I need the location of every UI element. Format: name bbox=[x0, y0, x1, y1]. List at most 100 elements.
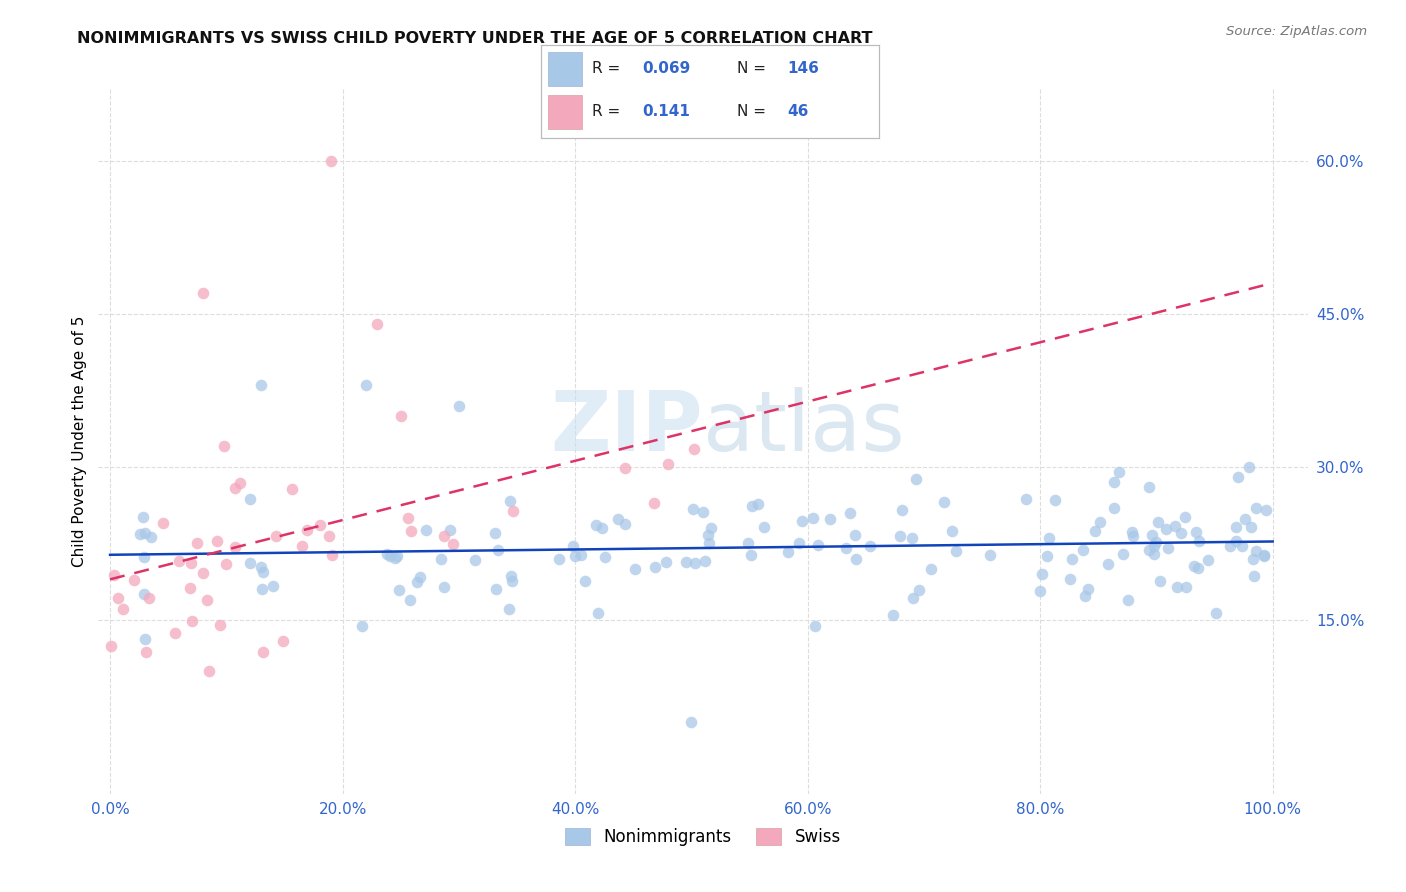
Point bbox=[387, 549, 409, 563]
Point bbox=[907, 583, 929, 598]
Point bbox=[398, 592, 420, 607]
Point bbox=[941, 524, 963, 539]
Point bbox=[613, 460, 636, 475]
Point bbox=[835, 541, 858, 556]
Point bbox=[250, 560, 273, 574]
Point bbox=[740, 548, 762, 562]
Point bbox=[501, 569, 523, 583]
Point bbox=[586, 607, 609, 621]
Point bbox=[889, 529, 911, 543]
Point bbox=[1143, 547, 1166, 561]
Point bbox=[1088, 515, 1111, 529]
Point bbox=[498, 602, 520, 616]
Point bbox=[657, 457, 679, 471]
Point bbox=[430, 552, 453, 566]
Point bbox=[747, 497, 769, 511]
Point bbox=[1256, 503, 1278, 517]
Point bbox=[547, 552, 569, 566]
Bar bbox=[548, 52, 582, 86]
Point bbox=[920, 562, 942, 576]
Point bbox=[141, 530, 163, 544]
Point bbox=[585, 517, 607, 532]
Point bbox=[644, 559, 666, 574]
Point bbox=[1149, 574, 1171, 589]
Text: 146: 146 bbox=[787, 61, 820, 76]
Point bbox=[654, 555, 676, 569]
Point bbox=[1170, 525, 1192, 540]
Point bbox=[1071, 543, 1094, 558]
Point bbox=[439, 524, 461, 538]
Point bbox=[132, 509, 155, 524]
Point bbox=[595, 549, 617, 564]
Point bbox=[186, 536, 208, 550]
Point bbox=[901, 591, 924, 605]
Point bbox=[1029, 583, 1052, 598]
Bar bbox=[548, 95, 582, 129]
Point bbox=[350, 619, 373, 633]
Point bbox=[945, 544, 967, 558]
Point bbox=[297, 523, 319, 537]
Point bbox=[1173, 510, 1195, 524]
Point bbox=[683, 557, 706, 571]
Point bbox=[1240, 520, 1263, 534]
Point bbox=[167, 554, 190, 568]
Point bbox=[882, 608, 904, 623]
Point bbox=[1244, 544, 1267, 558]
Point bbox=[1233, 512, 1256, 526]
Point bbox=[1225, 534, 1247, 549]
Text: Source: ZipAtlas.com: Source: ZipAtlas.com bbox=[1226, 25, 1367, 38]
Point bbox=[1198, 553, 1220, 567]
Point bbox=[250, 378, 273, 392]
Point bbox=[1143, 539, 1166, 553]
Point bbox=[891, 503, 914, 517]
Point bbox=[979, 549, 1001, 563]
Point bbox=[574, 574, 596, 588]
Point bbox=[569, 548, 592, 562]
Text: NONIMMIGRANTS VS SWISS CHILD POVERTY UNDER THE AGE OF 5 CORRELATION CHART: NONIMMIGRANTS VS SWISS CHILD POVERTY UND… bbox=[77, 31, 873, 46]
Point bbox=[198, 665, 221, 679]
Point bbox=[180, 556, 202, 570]
Point bbox=[562, 539, 585, 553]
Point bbox=[179, 581, 201, 595]
Point bbox=[1108, 465, 1130, 479]
Point bbox=[1232, 539, 1254, 553]
Point bbox=[252, 582, 274, 596]
Point bbox=[396, 510, 419, 524]
Point bbox=[215, 557, 238, 571]
Point bbox=[1225, 519, 1247, 533]
Point bbox=[1182, 558, 1205, 573]
Point bbox=[464, 552, 486, 566]
Point bbox=[224, 481, 246, 495]
Point bbox=[804, 618, 827, 632]
Point bbox=[692, 505, 714, 519]
Point bbox=[415, 523, 437, 537]
Point bbox=[1031, 566, 1053, 581]
Point bbox=[107, 591, 129, 605]
Point bbox=[212, 439, 235, 453]
Point bbox=[606, 512, 628, 526]
Point bbox=[224, 541, 246, 555]
Point bbox=[697, 536, 720, 550]
Text: N =: N = bbox=[737, 61, 770, 76]
Point bbox=[1102, 500, 1125, 515]
Point bbox=[375, 547, 398, 561]
Point bbox=[409, 570, 432, 584]
Point bbox=[1084, 524, 1107, 538]
Point bbox=[737, 536, 759, 550]
Text: 46: 46 bbox=[787, 104, 808, 119]
Point bbox=[801, 511, 824, 525]
Point bbox=[697, 528, 720, 542]
Point bbox=[134, 526, 156, 541]
Point bbox=[675, 555, 697, 569]
Point bbox=[1243, 568, 1265, 582]
Point bbox=[486, 543, 509, 558]
Point bbox=[1038, 531, 1060, 545]
Point bbox=[1253, 549, 1275, 564]
Point bbox=[807, 538, 830, 552]
Point bbox=[790, 514, 813, 528]
Point bbox=[1185, 524, 1208, 539]
Point bbox=[433, 581, 456, 595]
Point bbox=[191, 286, 214, 301]
Point bbox=[1253, 549, 1275, 563]
Point bbox=[1116, 593, 1139, 607]
